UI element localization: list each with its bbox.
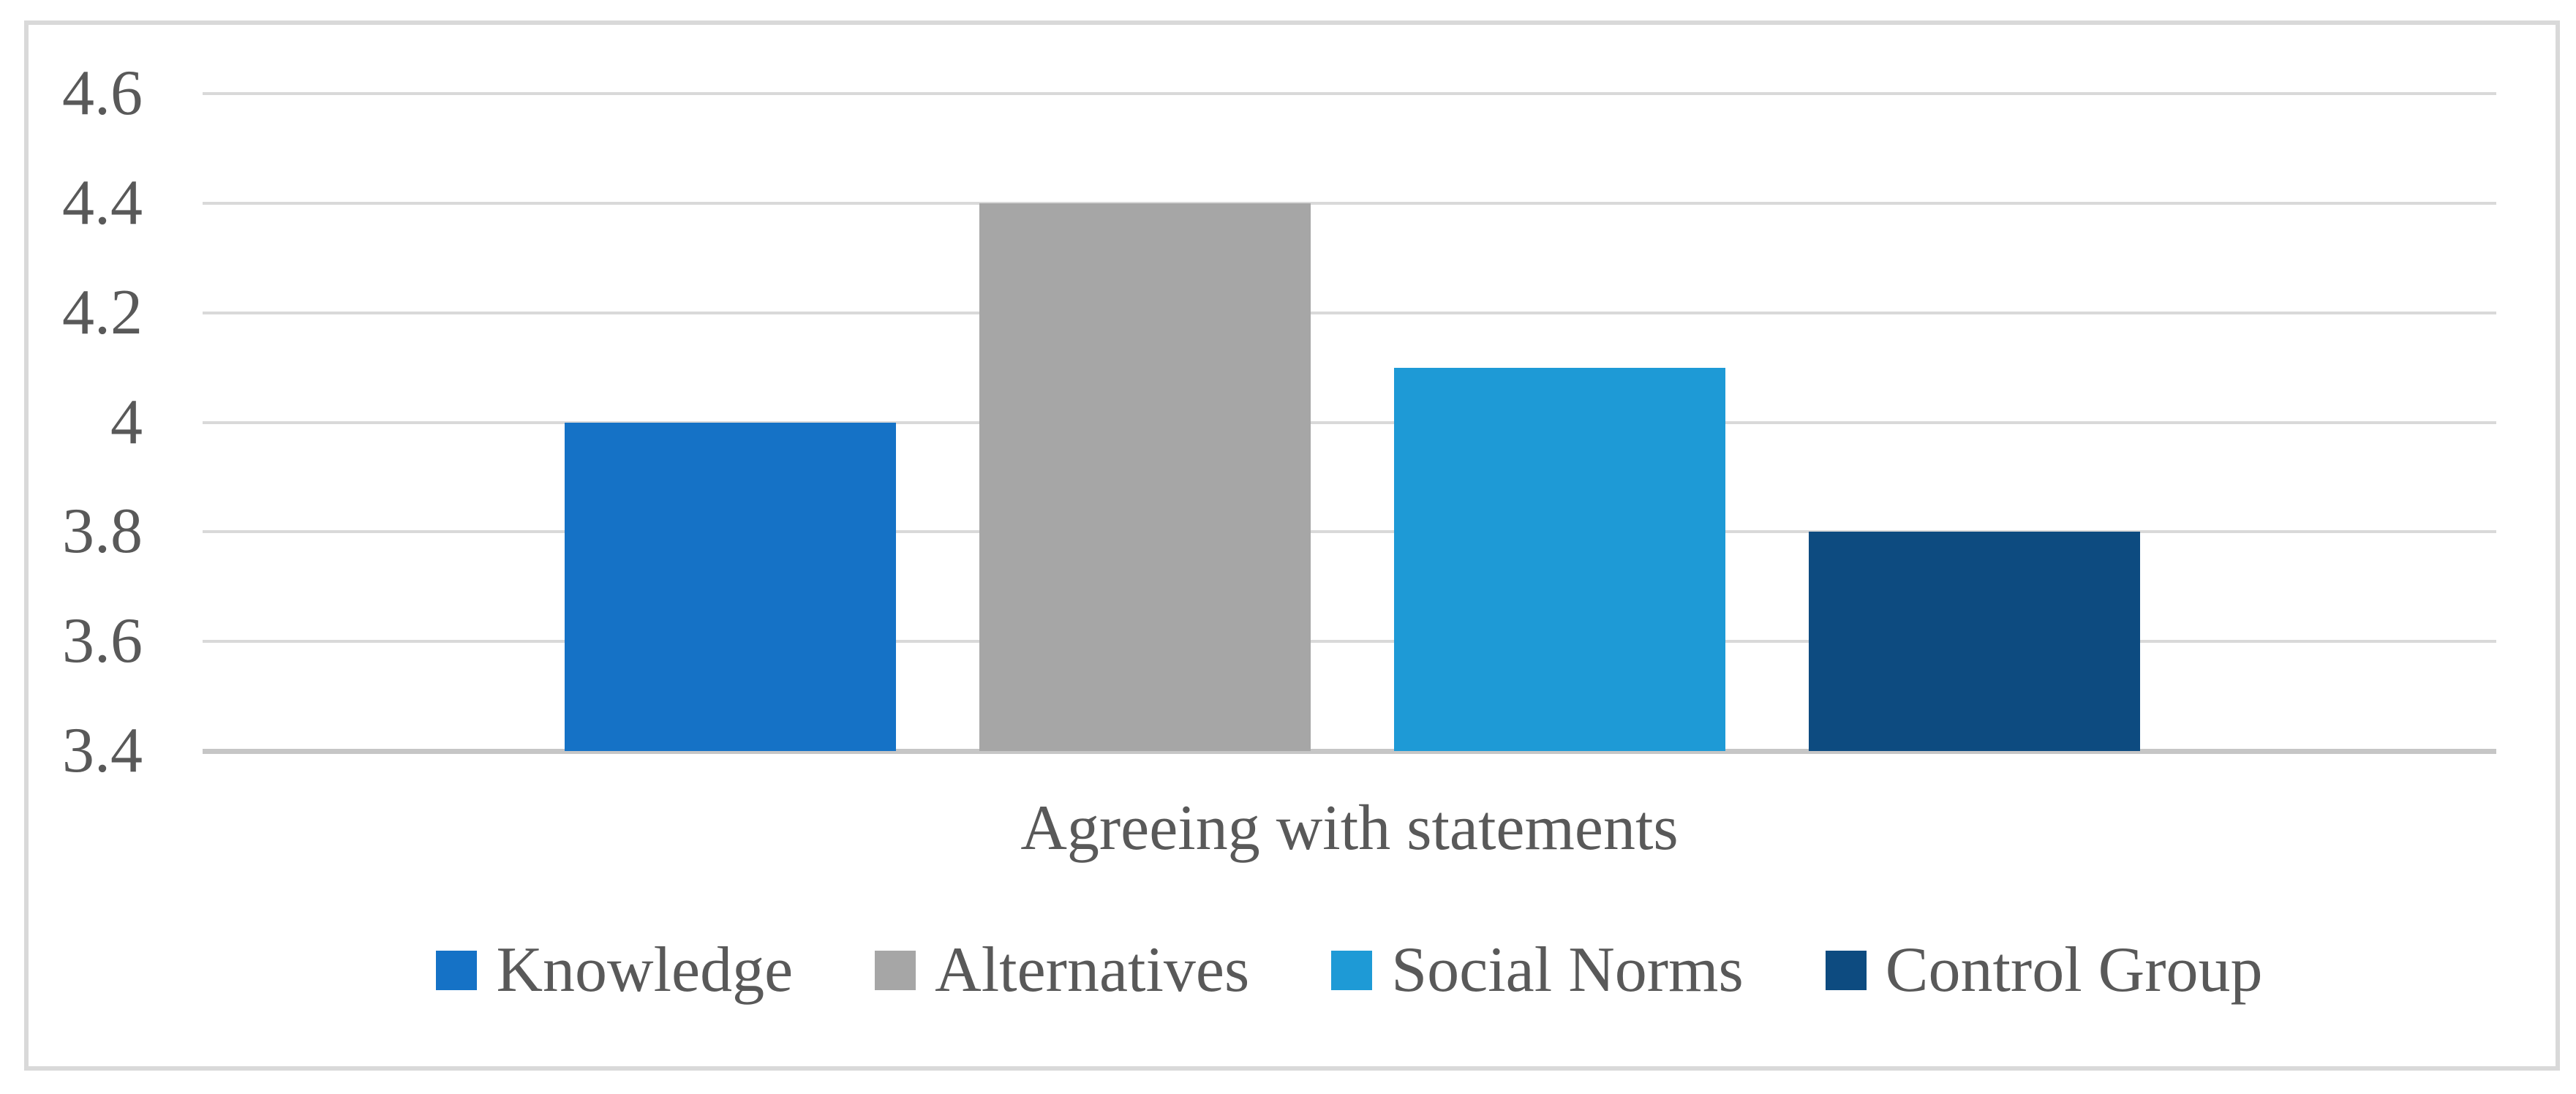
legend-swatch-alternatives xyxy=(875,951,916,990)
y-tick-label-4.2: 4.2 xyxy=(62,276,143,348)
y-tick-label-3.6: 3.6 xyxy=(62,606,143,677)
gridline-3.8 xyxy=(203,530,2496,534)
gridline-4.6 xyxy=(203,92,2496,95)
gridline-4.4 xyxy=(203,201,2496,205)
legend-label-alternatives: Alternatives xyxy=(935,935,1250,1006)
y-tick-label-3.4: 3.4 xyxy=(62,715,143,786)
x-axis-title: Agreeing with statements xyxy=(1020,793,1679,864)
gridline-4 xyxy=(203,420,2496,424)
bar-alternatives xyxy=(979,203,1311,751)
legend-swatch-social-norms xyxy=(1331,951,1373,990)
legend-item-alternatives: Alternatives xyxy=(875,935,1249,1006)
bar-social-norms xyxy=(1394,367,1725,751)
bar-knowledge xyxy=(565,422,896,751)
plot-area xyxy=(203,94,2496,751)
y-tick-label-4.4: 4.4 xyxy=(62,167,143,238)
gridline-3.6 xyxy=(203,640,2496,644)
legend-label-knowledge: Knowledge xyxy=(496,935,794,1006)
legend-label-control-group: Control Group xyxy=(1885,935,2263,1006)
legend: Knowledge Alternatives Social Norms Control… xyxy=(203,930,2496,1011)
legend-label-social-norms: Social Norms xyxy=(1391,935,1744,1006)
y-tick-label-3.8: 3.8 xyxy=(62,496,143,567)
legend-swatch-knowledge xyxy=(436,951,478,990)
legend-item-knowledge: Knowledge xyxy=(436,935,793,1006)
gridline-4.2 xyxy=(203,311,2496,314)
x-axis-line xyxy=(203,749,2496,754)
legend-item-social-norms: Social Norms xyxy=(1331,935,1744,1006)
bar-control-group xyxy=(1809,532,2140,751)
y-tick-label-4: 4 xyxy=(110,386,143,458)
y-tick-label-4.6: 4.6 xyxy=(62,58,143,129)
legend-item-control-group: Control Group xyxy=(1825,935,2263,1006)
legend-swatch-control-group xyxy=(1825,951,1867,990)
